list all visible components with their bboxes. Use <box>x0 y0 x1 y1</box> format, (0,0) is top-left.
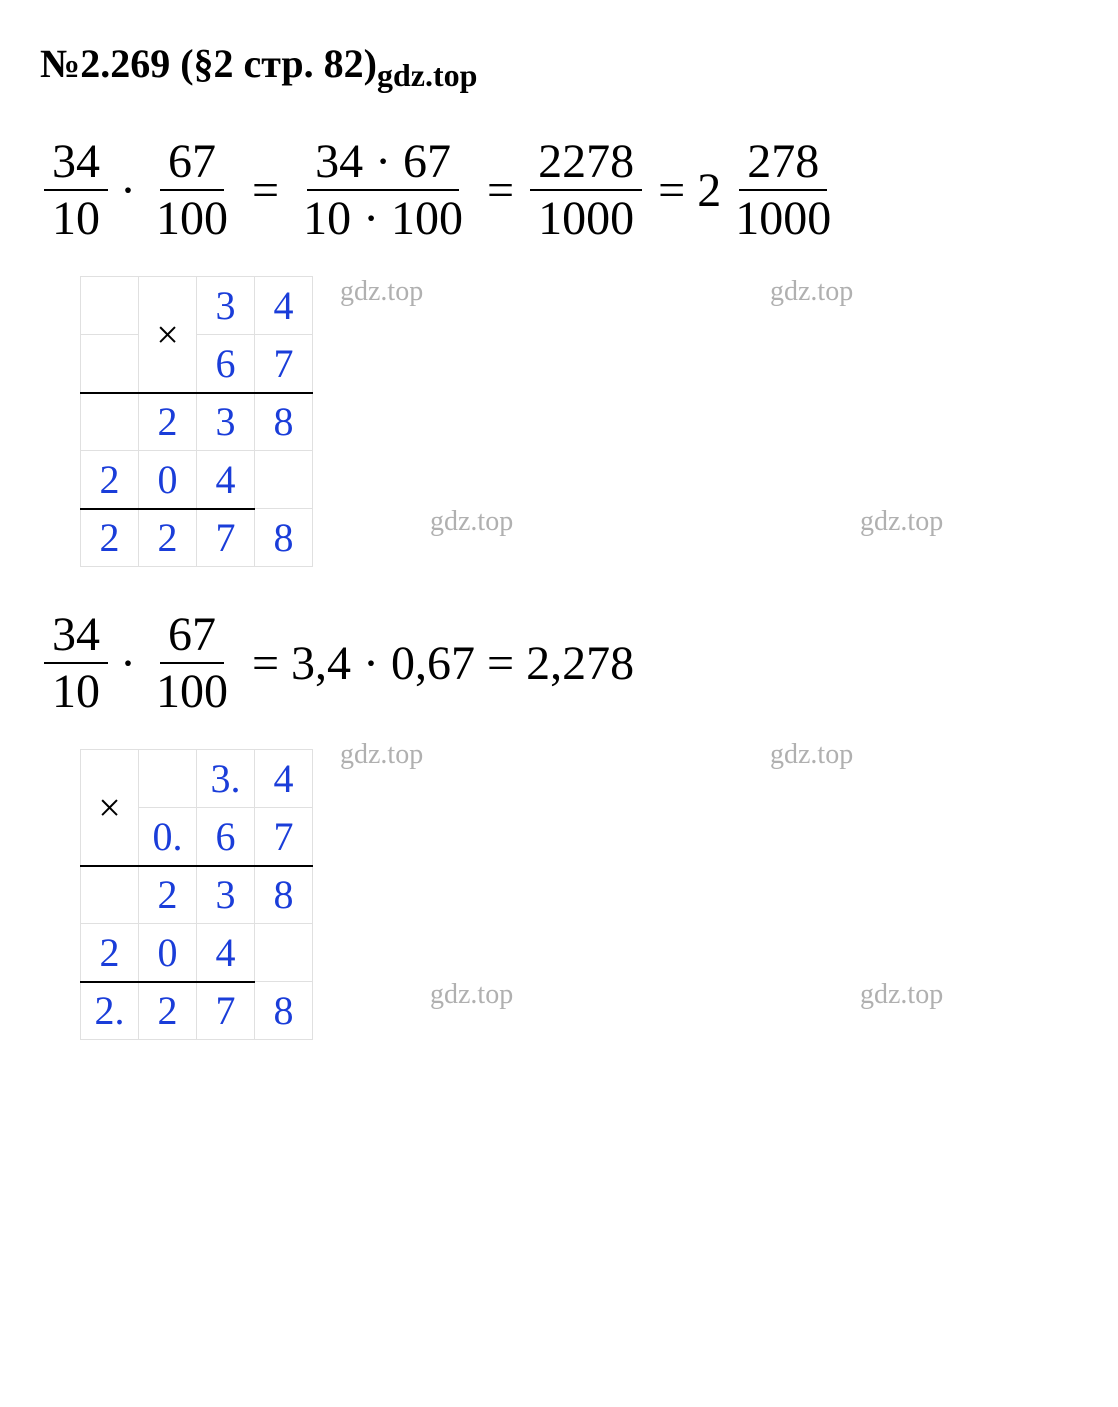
fraction-7: 67 100 <box>148 607 236 719</box>
calc-cell <box>255 451 313 509</box>
calc-cell: 7 <box>255 808 313 866</box>
calc-wrapper-2: gdz.top gdz.top ×3.40.672382042.278 gdz.… <box>40 749 1078 1040</box>
calc-cell: 8 <box>255 393 313 451</box>
frac7-den: 100 <box>148 664 236 719</box>
watermark: gdz.top <box>860 506 943 538</box>
calc-cell: 6 <box>197 335 255 393</box>
calc-cell <box>81 335 139 393</box>
calc-cell <box>81 277 139 335</box>
calc-cell: 2. <box>81 982 139 1040</box>
watermark: gdz.top <box>860 979 943 1011</box>
calc-cell: 4 <box>255 277 313 335</box>
calc-cell: 4 <box>197 451 255 509</box>
equation-2: 34 10 · 67 100 = 3,4 · 0,67 = 2,278 <box>40 607 1078 719</box>
calc-cell: 2 <box>139 982 197 1040</box>
frac4-den: 1000 <box>530 191 642 246</box>
equals-sign: = <box>252 163 279 218</box>
frac5-den: 1000 <box>727 191 839 246</box>
frac3-num: 34 · 67 <box>307 134 459 191</box>
page-title: №2.269 (§2 стр. 82)gdz.top <box>40 40 1078 94</box>
fraction-3: 34 · 67 10 · 100 <box>295 134 471 246</box>
equals-sign: = <box>658 163 685 218</box>
calc-cell <box>255 924 313 982</box>
frac6-den: 10 <box>44 664 108 719</box>
whole-number: 2 <box>697 163 721 218</box>
calc-cell: 7 <box>197 509 255 567</box>
decimal-expression: = 3,4 · 0,67 = 2,278 <box>252 636 634 691</box>
calc-cell: 7 <box>197 982 255 1040</box>
calc-cell: 3 <box>197 866 255 924</box>
calc-cell: 2 <box>81 509 139 567</box>
calc-cell: 2 <box>81 451 139 509</box>
frac7-num: 67 <box>160 607 224 664</box>
calc-cell: 2 <box>139 866 197 924</box>
watermark: gdz.top <box>770 739 853 771</box>
equation-1: 34 10 · 67 100 = 34 · 67 10 · 100 = 2278… <box>40 134 1078 246</box>
frac2-num: 67 <box>160 134 224 191</box>
frac4-num: 2278 <box>530 134 642 191</box>
multiply-dot: · <box>120 163 136 218</box>
calc-cell: 7 <box>255 335 313 393</box>
watermark: gdz.top <box>430 979 513 1011</box>
calc-cell: 8 <box>255 982 313 1040</box>
watermark: gdz.top <box>340 276 423 308</box>
frac1-num: 34 <box>44 134 108 191</box>
fraction-4: 2278 1000 <box>530 134 642 246</box>
calc-wrapper-1: ×34672382042278 gdz.top gdz.top gdz.top … <box>40 276 1078 567</box>
calc-cell: 0 <box>139 451 197 509</box>
frac2-den: 100 <box>148 191 236 246</box>
fraction-2: 67 100 <box>148 134 236 246</box>
watermark: gdz.top <box>770 276 853 308</box>
calc-cell: 3 <box>197 277 255 335</box>
watermark: gdz.top <box>430 506 513 538</box>
title-text: №2.269 (§2 стр. 82) <box>40 41 377 86</box>
calc-cell: 4 <box>197 924 255 982</box>
multiplication-table-2: ×3.40.672382042.278 <box>80 749 313 1040</box>
calc-cell: 0. <box>139 808 197 866</box>
watermark: gdz.top <box>340 739 423 771</box>
main-content: №2.269 (§2 стр. 82)gdz.top 34 10 · 67 10… <box>40 40 1078 1040</box>
fraction-1: 34 10 <box>44 134 108 246</box>
title-subscript: gdz.top <box>377 57 477 93</box>
calc-cell: 8 <box>255 866 313 924</box>
calc-cell: 8 <box>255 509 313 567</box>
frac5-num: 278 <box>739 134 827 191</box>
calc-cell: 2 <box>81 924 139 982</box>
frac3-den: 10 · 100 <box>295 191 471 246</box>
calc-cell <box>139 750 197 808</box>
calc-cell: 3 <box>197 393 255 451</box>
multiply-symbol: × <box>139 277 197 393</box>
multiply-dot: · <box>120 636 136 691</box>
calc-cell <box>81 393 139 451</box>
calc-cell: 2 <box>139 393 197 451</box>
equals-sign: = <box>487 163 514 218</box>
calc-cell: 3. <box>197 750 255 808</box>
fraction-5: 278 1000 <box>727 134 839 246</box>
calc-cell <box>81 866 139 924</box>
calc-cell: 2 <box>139 509 197 567</box>
calc-cell: 4 <box>255 750 313 808</box>
multiplication-table-1: ×34672382042278 <box>80 276 313 567</box>
calc-cell: 0 <box>139 924 197 982</box>
frac6-num: 34 <box>44 607 108 664</box>
calc-cell: 6 <box>197 808 255 866</box>
fraction-6: 34 10 <box>44 607 108 719</box>
multiply-symbol: × <box>81 750 139 866</box>
frac1-den: 10 <box>44 191 108 246</box>
